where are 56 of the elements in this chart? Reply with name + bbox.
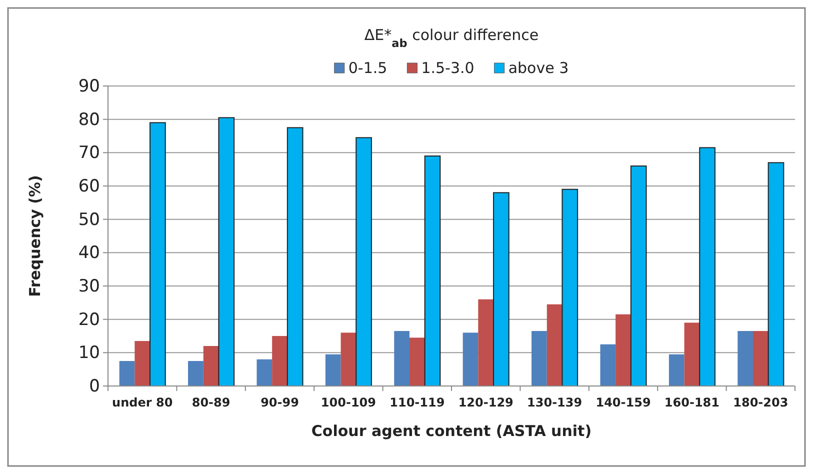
bar <box>325 354 341 386</box>
bar <box>738 331 753 386</box>
bar <box>684 322 700 386</box>
bar <box>218 117 235 386</box>
y-tick-label: 20 <box>78 310 100 330</box>
bar <box>119 361 135 386</box>
bar <box>493 192 510 386</box>
bar <box>600 344 616 386</box>
x-tick-label: 90-99 <box>260 396 299 410</box>
x-tick-label: 110-119 <box>390 396 445 410</box>
x-axis-title: Colour agent content (ASTA unit) <box>311 422 592 440</box>
y-axis-title: Frequency (%) <box>26 175 44 297</box>
y-tick-label: 60 <box>78 176 100 196</box>
bar <box>150 122 166 386</box>
bar <box>699 147 716 386</box>
bar <box>272 336 288 386</box>
bar <box>356 137 372 386</box>
y-tick-label: 0 <box>89 376 100 396</box>
bar <box>752 331 768 386</box>
x-tick-label: 180-203 <box>733 396 788 410</box>
x-tick-label: 120-129 <box>458 396 514 410</box>
x-tick-label: 160-181 <box>664 396 720 410</box>
y-tick-label: 50 <box>78 210 100 230</box>
bar <box>532 331 547 386</box>
bar <box>424 156 441 386</box>
bar <box>340 332 356 386</box>
y-tick-label: 80 <box>78 110 100 130</box>
x-tick-label: 140-159 <box>596 396 651 410</box>
bar <box>203 346 219 386</box>
legend-label: 1.5-3.0 <box>421 59 474 77</box>
bar <box>394 331 410 386</box>
x-tick-label: under 80 <box>112 396 173 410</box>
bar <box>562 188 578 386</box>
bar <box>478 299 494 386</box>
y-tick-label: 10 <box>78 343 100 364</box>
chart-title: ΔE*$_{ab}$ colour difference <box>364 26 539 50</box>
bar <box>188 361 204 386</box>
bar <box>256 359 272 386</box>
bar <box>409 338 425 386</box>
y-tick-label: 40 <box>78 243 100 264</box>
y-tick-label: 70 <box>78 143 100 164</box>
bar <box>616 314 631 386</box>
bar <box>630 166 647 386</box>
bar <box>546 304 562 386</box>
bar <box>286 127 304 386</box>
legend-label: above 3 <box>508 59 569 77</box>
x-tick-label: 130-139 <box>527 396 582 410</box>
x-tick-label: 80-89 <box>192 396 230 410</box>
y-tick-label: 90 <box>78 76 100 96</box>
y-tick-label: 30 <box>78 276 100 296</box>
x-tick-label: 100-109 <box>320 396 376 410</box>
legend-label: 0-1.5 <box>348 59 388 77</box>
bar <box>134 341 150 386</box>
bar <box>768 162 784 386</box>
bar <box>462 332 478 386</box>
bar <box>668 354 684 386</box>
